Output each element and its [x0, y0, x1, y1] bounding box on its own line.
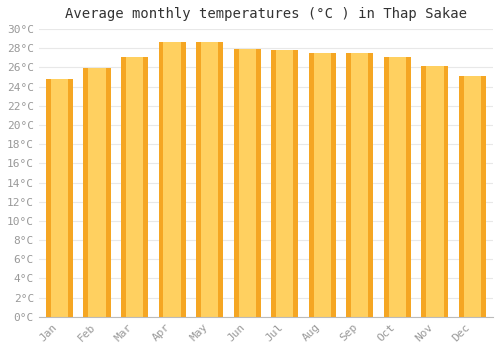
Bar [459, 76, 486, 317]
Bar [180, 42, 186, 317]
Bar [422, 65, 448, 317]
Bar [384, 57, 411, 317]
Bar [106, 68, 110, 317]
Bar [84, 68, 88, 317]
Bar [271, 50, 298, 317]
Bar [121, 57, 148, 317]
Bar [346, 53, 351, 317]
Bar [196, 42, 223, 317]
Bar [218, 42, 223, 317]
Bar [308, 53, 314, 317]
Bar [68, 79, 73, 317]
Bar [143, 57, 148, 317]
Bar [422, 65, 426, 317]
Bar [46, 79, 73, 317]
Bar [158, 42, 164, 317]
Bar [384, 57, 388, 317]
Bar [234, 49, 260, 317]
Bar [346, 53, 374, 317]
Title: Average monthly temperatures (°C ) in Thap Sakae: Average monthly temperatures (°C ) in Th… [65, 7, 467, 21]
Bar [331, 53, 336, 317]
Bar [234, 49, 238, 317]
Bar [196, 42, 201, 317]
Bar [121, 57, 126, 317]
Bar [308, 53, 336, 317]
Bar [368, 53, 374, 317]
Bar [256, 49, 260, 317]
Bar [46, 79, 51, 317]
Bar [84, 68, 110, 317]
Bar [444, 65, 448, 317]
Bar [294, 50, 298, 317]
Bar [406, 57, 411, 317]
Bar [481, 76, 486, 317]
Bar [459, 76, 464, 317]
Bar [158, 42, 186, 317]
Bar [271, 50, 276, 317]
